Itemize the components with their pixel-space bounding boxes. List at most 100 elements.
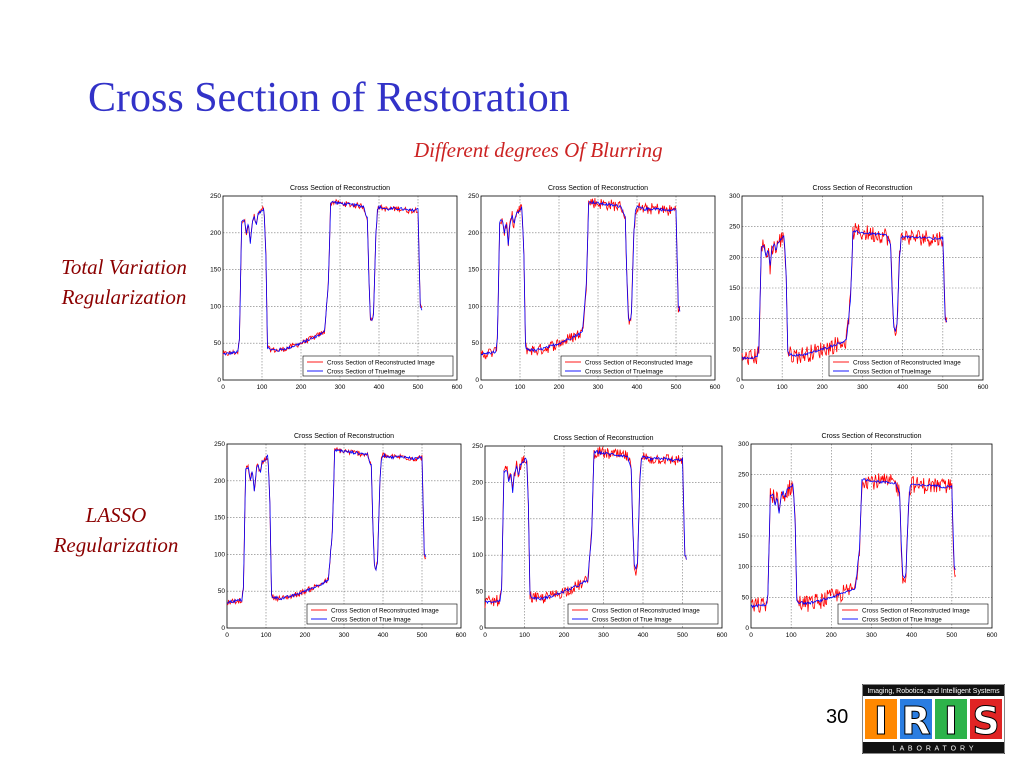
x-tick-label: 100 [786,632,797,639]
plot-svg: Cross Section of Reconstruction 0 100 200 30… [729,185,989,391]
series-true-line [484,449,687,605]
row-label-line2: Regularization [61,285,187,309]
series-true-line [741,230,948,361]
x-tick-label: 400 [632,384,643,391]
plot-svg: Cross Section of Reconstruction 0 100 200 30… [472,435,728,639]
plot-lasso-high: Cross Section of Reconstruction 0 100 200 30… [733,430,998,642]
x-tick-label: 500 [677,632,688,639]
y-tick-label: 150 [468,267,479,274]
logo-letter-box-3 [935,699,967,739]
x-tick-label: 0 [221,384,225,391]
y-tick-label: 0 [221,625,225,632]
x-tick-label: 200 [554,384,565,391]
row-label-total-variation: Total Variation Regularization [40,252,208,312]
logo-letter-r: R [901,699,930,743]
y-tick-label: 150 [738,533,749,540]
x-tick-label: 400 [638,632,649,639]
plot-frame [741,195,984,381]
x-tick-label: 100 [257,384,268,391]
row-label-line1: Total Variation [61,255,187,279]
x-tick-label: 0 [225,632,229,639]
x-tick-label: 500 [417,632,428,639]
plot-lasso-mid: Cross Section of Reconstruction 0 100 200 30… [467,432,728,642]
plot-tv-low: Cross Section of Reconstruction 0 100 200 30… [205,182,463,394]
x-tick-label: 300 [335,384,346,391]
y-tick-label: 50 [214,340,222,347]
x-tick-label: 200 [826,632,837,639]
y-tick-label: 150 [214,515,225,522]
x-tick-label: 0 [740,384,744,391]
series-true-line [226,448,427,604]
x-tick-label: 300 [857,384,868,391]
x-tick-label: 100 [777,384,788,391]
y-tick-label: 0 [475,377,479,384]
x-tick-label: 200 [817,384,828,391]
y-tick-label: 100 [468,303,479,310]
legend-entry: Cross Section of Reconstructed Image [592,607,700,614]
x-tick-label: 200 [559,632,570,639]
y-tick-label: 200 [210,230,221,237]
plot-frame [222,195,458,381]
y-tick-label: 250 [472,443,483,450]
y-tick-label: 300 [729,193,740,200]
x-tick-label: 200 [296,384,307,391]
logo-top-bar [863,685,1004,696]
x-tick-label: 400 [378,632,389,639]
legend-entry: Cross Section of True Image [862,616,942,623]
plot-svg: Cross Section of Reconstruction 0 100 200 30… [214,433,467,639]
y-tick-label: 0 [745,625,749,632]
page-number: 30 [826,706,849,728]
row-label-lasso: LASSO Regularization [34,500,198,560]
y-tick-label: 200 [472,479,483,486]
logo-bottom-bar [863,742,1004,753]
chart-legend [306,603,458,625]
x-tick-label: 500 [937,384,948,391]
x-tick-label: 600 [456,632,467,639]
y-tick-label: 250 [468,193,479,200]
chart-legend [567,603,719,625]
plot-frame [750,443,993,629]
series-true-line [480,199,681,356]
y-tick-label: 100 [210,303,221,310]
x-tick-label: 300 [598,632,609,639]
y-tick-label: 200 [729,254,740,261]
y-tick-label: 100 [738,564,749,571]
plot-lasso-low: Cross Section of Reconstruction 0 100 200 30… [209,430,467,642]
plot-tv-mid: Cross Section of Reconstruction 0 100 200 30… [463,182,721,394]
x-tick-label: 0 [479,384,483,391]
slide-subtitle: Different degrees Of Blurring [414,138,663,162]
chart-legend [828,355,980,377]
x-tick-label: 0 [749,632,753,639]
chart-title: Cross Section of Reconstruction [294,433,394,440]
x-tick-label: 600 [452,384,463,391]
x-tick-label: 100 [519,632,530,639]
legend-entry: Cross Section of Reconstructed Image [327,359,435,366]
legend-entry: Cross Section of Reconstructed Image [862,607,970,614]
plot-frame [226,443,462,629]
x-tick-label: 100 [515,384,526,391]
x-tick-label: 0 [483,632,487,639]
series-reconstructed-line [741,223,948,365]
logo-letter-i1: I [874,699,888,743]
x-tick-label: 400 [374,384,385,391]
x-tick-label: 400 [906,632,917,639]
series-reconstructed-line [480,198,681,360]
y-tick-label: 250 [210,193,221,200]
plot-tv-high: Cross Section of Reconstruction 0 100 200 30… [724,182,989,394]
y-tick-label: 50 [472,340,480,347]
y-tick-label: 150 [210,267,221,274]
chart-legend [837,603,989,625]
series-true-line [222,200,423,356]
y-tick-label: 50 [476,589,484,596]
chart-legend [560,355,712,377]
y-tick-label: 100 [472,552,483,559]
x-tick-label: 600 [717,632,728,639]
legend-entry: Cross Section of TrueImage [327,368,406,375]
y-tick-label: 0 [217,377,221,384]
logo-letter-i2: I [944,699,958,743]
x-tick-label: 300 [866,632,877,639]
x-tick-label: 600 [978,384,989,391]
series-reconstructed-line [484,446,687,609]
logo-letter-box-1 [865,699,897,739]
slide-title: Cross Section of Restoration [88,75,570,121]
